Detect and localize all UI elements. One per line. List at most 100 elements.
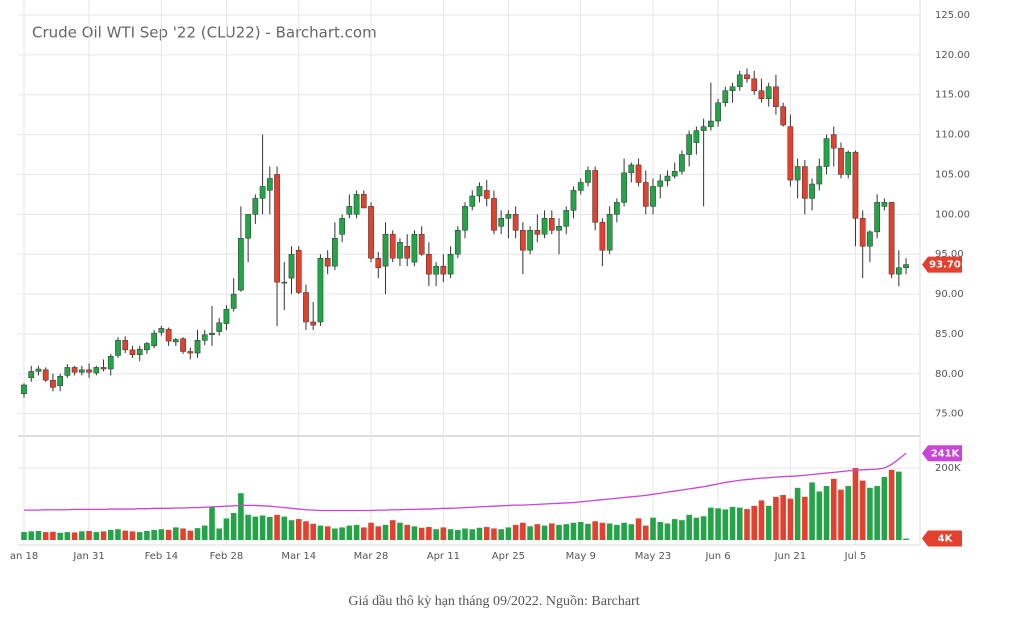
volume-bar (838, 489, 844, 540)
candle-body (816, 166, 823, 185)
chart-title: Crude Oil WTI Sep '22 (CLU22) - Barchart… (32, 24, 377, 42)
volume-bar (245, 514, 251, 540)
volume-bar (577, 522, 584, 540)
volume-bar (679, 520, 685, 540)
volume-bar (476, 527, 483, 540)
candle-body (541, 218, 548, 235)
candle-body (368, 206, 374, 259)
candle-body (491, 198, 497, 231)
volume-bar (361, 527, 367, 540)
y-tick-label: 85.00 (935, 329, 964, 340)
candle-body (375, 257, 382, 269)
volume-bar (874, 486, 880, 540)
volume-bar (736, 507, 743, 540)
y-tick-label: 95.00 (935, 249, 964, 260)
volume-bar (42, 532, 49, 540)
candle-body (440, 265, 447, 275)
candle-body (621, 172, 627, 203)
volume-bar (556, 524, 562, 540)
volume-bar (787, 498, 794, 540)
volume-bar (867, 487, 873, 540)
volume-bar (259, 515, 266, 540)
candle-body (433, 265, 439, 275)
volume-bar (621, 522, 627, 540)
value-marker (922, 530, 962, 547)
volume-bar (686, 514, 692, 540)
candle-body (295, 249, 302, 293)
candle-body (599, 222, 606, 251)
x-tick-label: Feb 14 (145, 551, 179, 562)
value-marker-label: 93.70 (929, 260, 961, 271)
volume-bar (339, 527, 345, 540)
volume-bar (491, 528, 497, 540)
volume-bar (295, 519, 302, 540)
volume-bar (483, 527, 490, 540)
volume-bar (303, 521, 309, 540)
x-tick-label: Apr 11 (427, 551, 460, 562)
volume-bar (462, 528, 468, 540)
candle-body (888, 202, 895, 275)
volume-bar (288, 520, 295, 540)
candle-body (122, 340, 129, 351)
volume-bar (238, 493, 244, 540)
candle-body (454, 230, 461, 255)
y-tick-label: 90.00 (935, 289, 964, 300)
volume-bar (455, 529, 461, 540)
candle-body (614, 202, 620, 215)
volume-bar (418, 527, 425, 540)
candle-body (823, 138, 830, 167)
candle-body (758, 90, 765, 99)
candle-body (476, 186, 483, 197)
candle-body (751, 78, 758, 91)
candle-body (483, 190, 490, 199)
candle-body (172, 339, 179, 343)
candle-body (845, 151, 852, 175)
candle-body (867, 231, 873, 247)
volume-bar (411, 526, 418, 540)
volume-bar (57, 532, 63, 540)
volume-bar (368, 522, 374, 540)
candle-body (520, 230, 526, 251)
x-tick-label: Jul 5 (844, 551, 867, 562)
candle-body (411, 234, 418, 263)
x-tick-label: Mar 28 (354, 551, 389, 562)
candle-body (852, 151, 859, 219)
volume-bar (86, 531, 92, 540)
candle-body (462, 206, 468, 231)
candle-body (317, 257, 324, 323)
volume-bar (852, 468, 859, 540)
candle-body (230, 293, 237, 309)
volume-bar (209, 506, 215, 540)
y-tick-label: 115.00 (935, 90, 970, 101)
candle-body (201, 334, 208, 341)
x-tick-label: Jan 31 (72, 551, 104, 562)
candle-body (664, 175, 671, 182)
candle-body (252, 198, 259, 215)
candle-body (281, 281, 288, 284)
x-tick-label: an 18 (10, 551, 38, 562)
volume-bar (71, 532, 78, 540)
candle-body (838, 147, 844, 175)
candle-body (426, 253, 432, 275)
candle-body (693, 130, 700, 143)
candle-body (679, 154, 685, 172)
candle-body (310, 321, 317, 326)
volume-bar (758, 500, 765, 540)
candle-body (100, 367, 107, 370)
volume-bar (28, 531, 35, 540)
y-tick-label: 100.00 (935, 209, 970, 220)
volume-bar (570, 522, 577, 540)
candle-body (42, 369, 49, 381)
candle-body (830, 134, 837, 149)
candle-body (881, 202, 888, 207)
volume-bar (21, 532, 27, 540)
x-tick-label: May 9 (566, 551, 596, 562)
caption: Giá dầu thô kỳ hạn tháng 09/2022. Nguồn:… (348, 594, 639, 609)
volume-bar (773, 496, 779, 540)
volume-bar (671, 519, 678, 540)
volume-bar (881, 477, 888, 540)
volume-bar (715, 508, 721, 540)
volume-bar (650, 517, 656, 540)
volume-bar (144, 531, 150, 540)
